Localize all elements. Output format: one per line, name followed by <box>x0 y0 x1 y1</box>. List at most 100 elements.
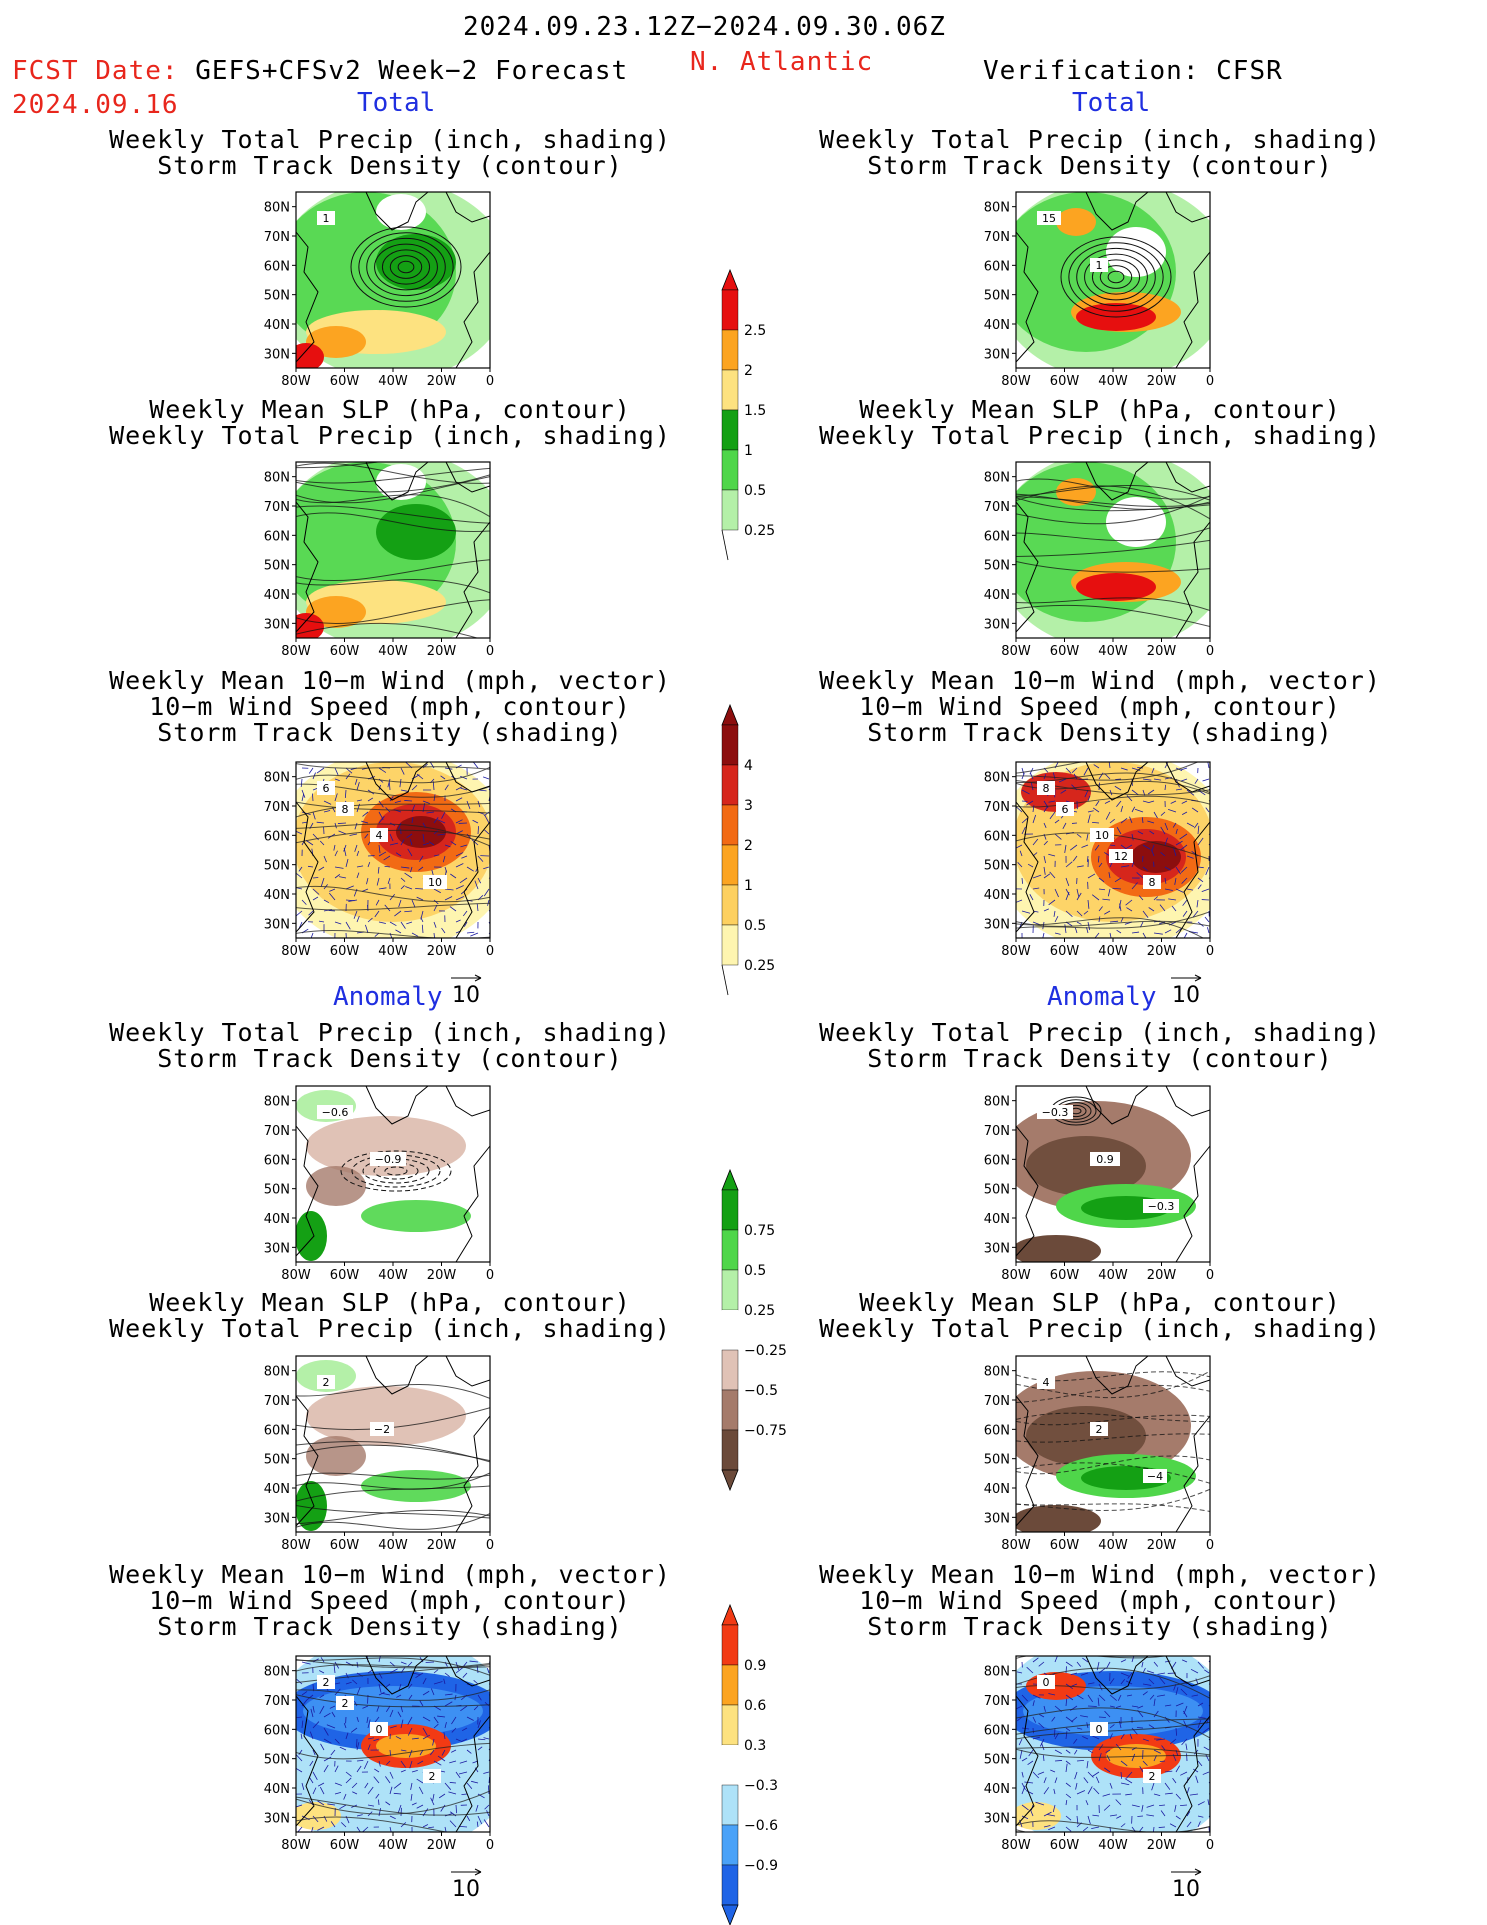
title-line: 10−m Wind Speed (mph, contour) <box>859 692 1341 721</box>
wind-vector <box>430 1749 435 1756</box>
title-line: 10−m Wind Speed (mph, contour) <box>149 1586 631 1615</box>
wind-vector <box>367 904 369 912</box>
wind-vector <box>1072 855 1078 862</box>
wind-vector <box>356 1738 358 1748</box>
y-tick-label: 60N <box>264 829 290 844</box>
wind-vector <box>1041 1742 1045 1751</box>
y-tick-label: 80N <box>264 1365 290 1380</box>
wind-vector <box>400 839 405 846</box>
wind-vector <box>1081 844 1089 848</box>
title-wind-track-verif: Weekly Mean 10−m Wind (mph, vector) 10−m… <box>790 668 1410 746</box>
wind-vector <box>1153 1793 1161 1797</box>
wind-vector <box>461 855 468 859</box>
wind-vector <box>422 1727 428 1736</box>
wind-vector <box>1109 844 1116 847</box>
wind-vector <box>455 786 463 791</box>
y-tick-label: 50N <box>264 1183 290 1198</box>
wind-vector <box>407 1716 413 1725</box>
y-tick-label: 80N <box>984 1365 1010 1380</box>
wind-vector <box>1116 929 1122 934</box>
wind-vector <box>463 921 468 927</box>
wind-vector <box>378 1799 380 1806</box>
contour-label: 2 <box>323 1376 330 1389</box>
wind-vector <box>334 1738 340 1744</box>
contour-label: 4 <box>376 829 383 842</box>
wind-vector <box>1180 1804 1188 1806</box>
wind-vector <box>1098 772 1104 780</box>
wind-vector <box>1148 800 1155 804</box>
wind-vector <box>1053 1727 1056 1737</box>
contour-label: 0 <box>1043 1676 1050 1689</box>
x-tick-label: 80W <box>281 1838 311 1853</box>
wind-vector <box>1164 866 1171 871</box>
wind-vector <box>444 1672 450 1678</box>
wind-vector <box>1125 1793 1133 1796</box>
wind-vector <box>476 1665 479 1674</box>
wind-vector <box>1175 1727 1178 1736</box>
map-panel-precip-track-anomaly-verification: −0.3 0.9 −0.3 80N 70N 60N 50N 40N 30N 80W 60W 40W 20… <box>984 1085 1214 1283</box>
contour-label: 2 <box>1149 1770 1156 1783</box>
wind-vector <box>356 1765 362 1773</box>
wind-vector <box>1197 1702 1204 1707</box>
wind-vector <box>448 1791 457 1795</box>
wind-vector <box>301 1691 308 1696</box>
wind-vector <box>422 1677 427 1685</box>
wind-vector <box>312 1787 317 1795</box>
wind-vector <box>356 1686 361 1696</box>
contour-line <box>296 1485 490 1502</box>
x-tick-label: 0 <box>1206 944 1214 959</box>
title-line: Storm Track Density (contour) <box>157 1044 623 1073</box>
wind-vector <box>437 819 446 824</box>
wind-vector <box>356 915 360 923</box>
wind-vector <box>1043 822 1047 828</box>
wind-vector <box>1146 1670 1155 1674</box>
contour-line <box>296 1796 490 1816</box>
colorbar-label: 0.25 <box>744 958 775 974</box>
wind-vector <box>432 1793 435 1802</box>
shade-blob <box>376 464 426 500</box>
wind-vector <box>1021 1782 1026 1791</box>
wind-vector <box>404 872 413 879</box>
coastline <box>445 1656 490 1687</box>
wind-vector <box>1172 1778 1177 1784</box>
y-tick-label: 80N <box>264 1095 290 1110</box>
panel-field: 1 <box>296 192 490 368</box>
coastline <box>1175 1415 1210 1532</box>
wind-vector <box>1074 1771 1078 1780</box>
wind-vector <box>400 1769 406 1773</box>
wind-vector <box>1175 888 1184 893</box>
wind-vector <box>1193 822 1199 829</box>
section-total-right: Total <box>1072 88 1151 118</box>
wind-vector <box>411 785 418 791</box>
wind-vector <box>1043 873 1051 879</box>
wind-vector <box>334 1765 339 1773</box>
colorbar-label: 1.5 <box>744 403 766 419</box>
x-tick-label: 20W <box>427 374 457 389</box>
colorbar-label: −0.25 <box>744 1343 787 1359</box>
wind-vector <box>296 1716 303 1719</box>
wind-vector <box>1104 800 1111 804</box>
contour-line <box>296 599 490 624</box>
wind-vector <box>1076 1661 1082 1667</box>
coastline <box>1085 1356 1149 1395</box>
wind-vector <box>1120 865 1130 868</box>
title-wind-track-fcst: Weekly Mean 10−m Wind (mph, vector) 10−m… <box>80 668 700 746</box>
coastline <box>1165 762 1210 793</box>
wind-vector <box>1131 1727 1138 1735</box>
wind-vector <box>389 921 397 927</box>
contour-line <box>296 766 490 784</box>
wind-vector <box>406 833 413 839</box>
wind-vector <box>381 1692 391 1696</box>
wind-vector <box>1092 1814 1100 1817</box>
x-tick-label: 20W <box>427 944 457 959</box>
wind-vector <box>310 932 314 938</box>
wind-vector <box>455 1771 461 1779</box>
x-tick-label: 60W <box>330 1538 360 1553</box>
wind-vector <box>473 1705 479 1711</box>
y-tick-label: 40N <box>264 1482 290 1497</box>
y-tick-label: 80N <box>984 1665 1010 1680</box>
wind-vector <box>1197 866 1204 869</box>
wind-vector <box>300 778 303 787</box>
x-tick-label: 20W <box>427 644 457 659</box>
wind-vector <box>389 893 395 901</box>
